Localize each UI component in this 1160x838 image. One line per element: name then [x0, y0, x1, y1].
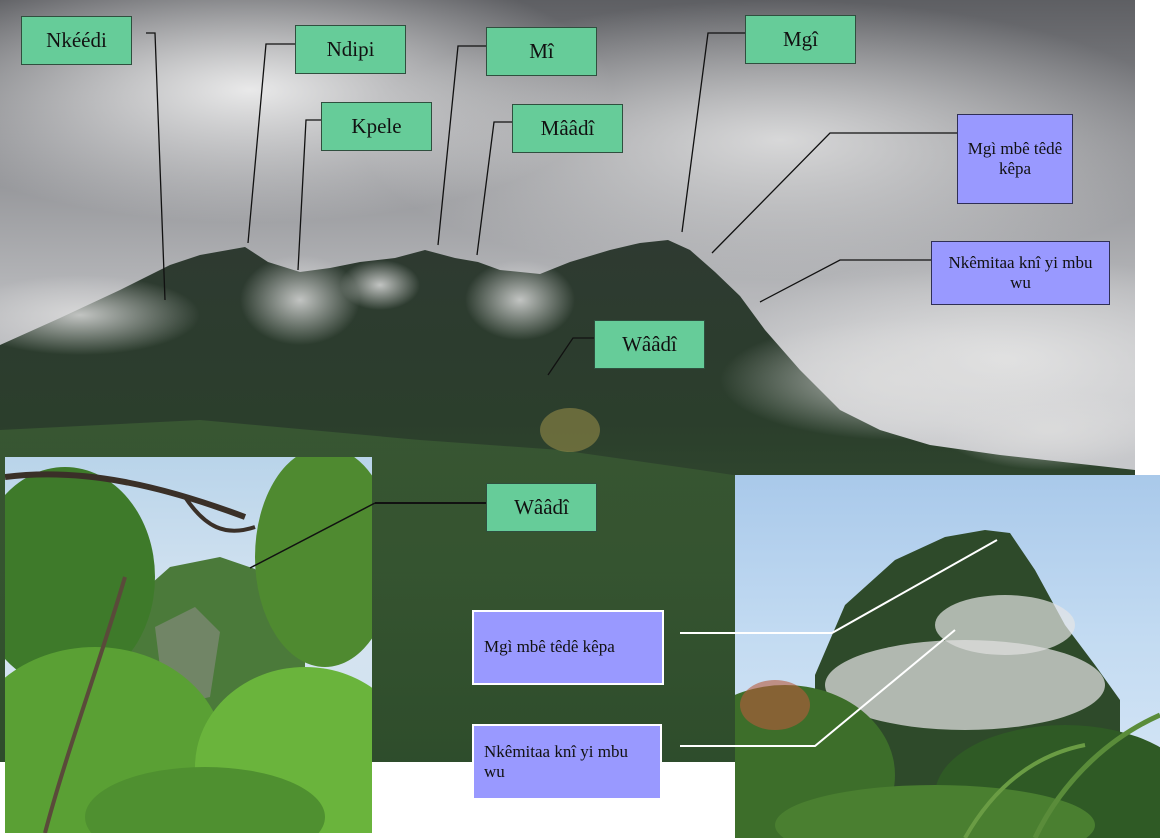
label-mgi-mbe-tede-kepa: Mgì mbê têdê kêpa [957, 114, 1073, 204]
cloud-peak-drawing [735, 530, 1160, 838]
label-mi: Mî [486, 27, 597, 76]
cloud-peak-inset-photo [735, 475, 1160, 838]
forest-peak-drawing [5, 457, 372, 833]
label-nkeedi: Nkéédi [21, 16, 132, 65]
label-ndipi: Ndipi [295, 25, 406, 74]
label-mgi-mbe-tede-kepa-inset: Mgì mbê têdê kêpa [472, 610, 664, 685]
label-nkemitaa-kni-yi-mbu-wu: Nkêmitaa knî yi mbu wu [931, 241, 1110, 305]
label-nkemitaa-kni-yi-mbu-wu-inset: Nkêmitaa knî yi mbu wu [472, 724, 662, 800]
label-waadi-inset: Wââdî [486, 483, 597, 532]
label-waadi-main: Wââdî [594, 320, 705, 369]
forest-peak-inset-photo [5, 457, 372, 833]
label-kpele: Kpele [321, 102, 432, 151]
label-mgi: Mgî [745, 15, 856, 64]
label-maadi: Mââdî [512, 104, 623, 153]
